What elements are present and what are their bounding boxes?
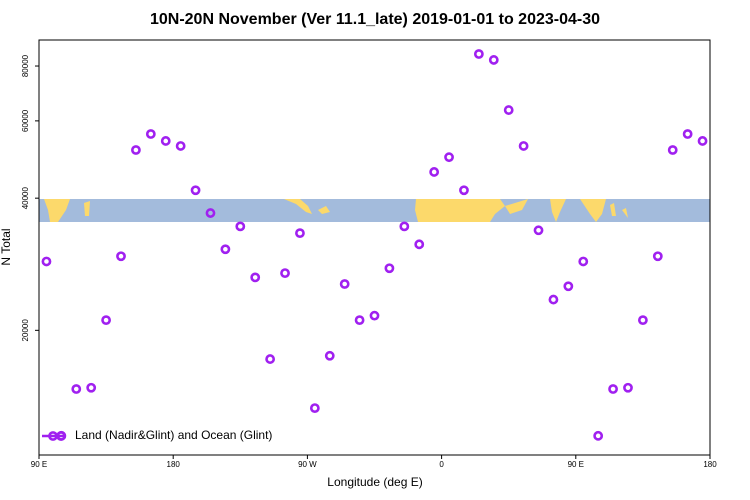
- point: [682, 129, 693, 139]
- point: [399, 221, 410, 232]
- point: [71, 384, 82, 394]
- point: [414, 239, 425, 250]
- point: [444, 152, 454, 163]
- point: [324, 350, 335, 361]
- point: [608, 384, 618, 394]
- legend-label: Land (Nadir&Glint) and Ocean (Glint): [75, 428, 272, 442]
- point: [384, 263, 395, 274]
- point: [548, 294, 559, 305]
- x-tick-label: 180: [167, 460, 181, 469]
- point: [667, 145, 678, 155]
- point: [638, 315, 648, 326]
- point: [518, 141, 529, 151]
- chart-title: 10N-20N November (Ver 11.1_late) 2019-01…: [150, 11, 600, 28]
- point: [459, 185, 469, 196]
- point: [116, 251, 126, 262]
- point: [578, 256, 589, 267]
- point: [86, 382, 97, 393]
- x-tick-label: 90 W: [298, 460, 317, 469]
- y-tick-label: 80000: [21, 54, 30, 77]
- point: [295, 228, 305, 239]
- point: [101, 315, 111, 326]
- x-tick-label: 0: [439, 460, 444, 469]
- point: [488, 55, 499, 65]
- point: [175, 141, 186, 151]
- point: [309, 403, 320, 414]
- point: [563, 281, 574, 292]
- x-axis-label: Longitude (deg E): [327, 475, 422, 489]
- point: [190, 185, 201, 196]
- point: [593, 430, 604, 441]
- x-tick-label: 90 E: [31, 460, 47, 469]
- point: [697, 136, 708, 146]
- plot-frame: [38, 39, 711, 456]
- land: [44, 199, 628, 222]
- point: [369, 310, 380, 321]
- point: [280, 268, 290, 279]
- point: [160, 136, 171, 146]
- point: [623, 382, 633, 393]
- point: [652, 251, 663, 262]
- point: [131, 145, 141, 155]
- y-tick-label: 60000: [21, 109, 30, 132]
- y-tick-label: 20000: [21, 319, 30, 342]
- point: [235, 221, 246, 232]
- point: [533, 225, 544, 236]
- point: [220, 244, 231, 255]
- point: [205, 208, 216, 218]
- point: [473, 49, 484, 59]
- point: [145, 129, 156, 139]
- x-tick-label: 90 E: [568, 460, 584, 469]
- map-strip: [39, 199, 710, 222]
- y-axis-label: N Total: [0, 228, 13, 265]
- x-tick-label: 180: [703, 460, 717, 469]
- point: [41, 256, 52, 267]
- point: [339, 279, 350, 289]
- point: [265, 354, 276, 364]
- ocean: [39, 199, 710, 222]
- point: [250, 272, 261, 283]
- point: [429, 167, 440, 177]
- legend-marker: [56, 431, 66, 441]
- point: [503, 105, 514, 115]
- y-tick-label: 40000: [21, 187, 30, 210]
- point: [354, 315, 365, 326]
